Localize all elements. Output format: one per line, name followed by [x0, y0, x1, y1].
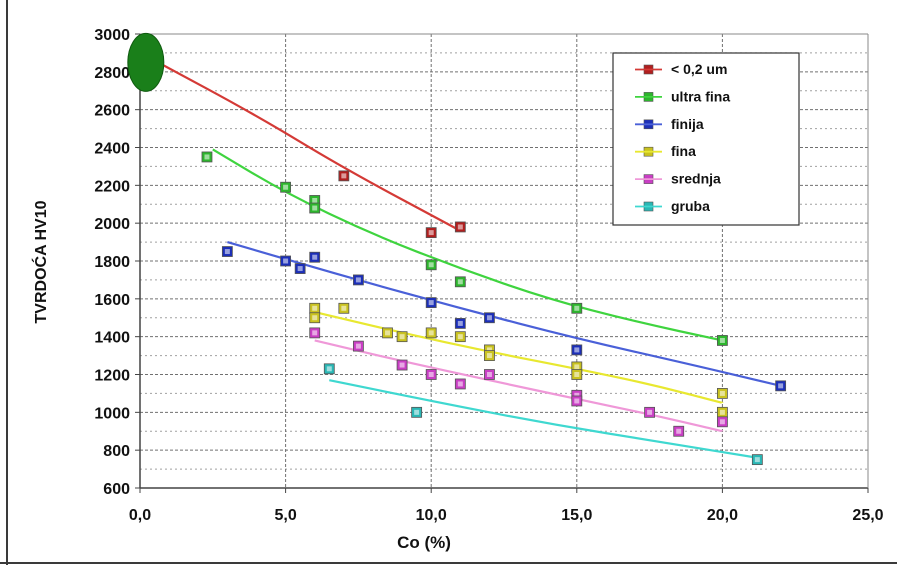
y-tick-label: 1000	[94, 405, 130, 422]
data-point-highlight	[486, 353, 492, 359]
y-tick-label: 800	[103, 443, 130, 460]
axes-layer: 600 800 1000 1200 1400 1600 1800 2000 2200 2400 26…	[94, 27, 883, 524]
y-tick-label: 600	[103, 481, 130, 498]
data-point-highlight	[574, 392, 580, 398]
data-point-highlight	[574, 372, 580, 377]
trendline	[212, 148, 723, 342]
data-point-highlight	[428, 372, 434, 377]
data-point-highlight	[428, 300, 434, 306]
data-point-highlight	[428, 262, 434, 268]
legend-label: < 0,2 um	[671, 61, 727, 77]
data-point-highlight	[647, 409, 653, 415]
data-point-highlight	[754, 457, 760, 463]
data-point-highlight	[574, 398, 580, 404]
data-point-highlight	[341, 305, 347, 311]
trendline	[154, 59, 461, 232]
x-tick-label: 10,0	[416, 507, 447, 524]
y-tick-label: 2400	[94, 141, 130, 158]
data-point-highlight	[457, 381, 463, 387]
data-point-highlight	[574, 305, 580, 311]
legend-box	[612, 52, 800, 226]
data-point-highlight	[428, 330, 434, 336]
highlight-layer	[127, 32, 165, 92]
data-point-highlight	[428, 230, 434, 236]
data-point-highlight	[574, 347, 580, 353]
y-tick-label: 2200	[94, 178, 130, 195]
y-tick-label: 3000	[94, 27, 130, 44]
y-tick-label: 1600	[94, 292, 130, 309]
data-point-highlight	[312, 254, 318, 260]
data-point-highlight	[414, 409, 420, 415]
frame-left-edge	[6, 0, 8, 565]
data-point-highlight	[719, 390, 725, 396]
data-point-highlight	[399, 334, 405, 340]
data-point-highlight	[326, 366, 332, 372]
data-point-highlight	[457, 334, 463, 340]
data-point-highlight	[224, 249, 230, 255]
frame-bottom-edge	[0, 562, 897, 564]
data-point-highlight	[312, 305, 318, 311]
legend-label: fina	[671, 143, 696, 159]
data-point-highlight	[341, 173, 347, 179]
data-point-highlight	[574, 364, 580, 370]
y-tick-label: 1200	[94, 368, 130, 385]
x-tick-label: 0,0	[129, 507, 151, 524]
data-point-highlight	[719, 419, 725, 425]
data-point-highlight	[778, 383, 784, 389]
y-tick-label: 2600	[94, 103, 130, 120]
data-point-highlight	[355, 343, 361, 349]
data-point-highlight	[204, 154, 210, 160]
data-point-highlight	[486, 372, 492, 377]
data-point-highlight	[719, 337, 725, 343]
data-point-highlight	[283, 258, 289, 264]
legend-label: ultra fina	[671, 88, 730, 104]
y-tick-label: 1800	[94, 254, 130, 271]
data-point-highlight	[312, 197, 318, 203]
y-axis-label: TVRDOĆA HV10	[31, 200, 50, 323]
x-tick-label: 5,0	[274, 507, 296, 524]
points-layer	[201, 151, 787, 466]
x-axis-label: Co (%)	[397, 533, 451, 552]
y-tick-label: 1400	[94, 330, 130, 347]
data-point-highlight	[457, 279, 463, 285]
legend-label: srednja	[671, 171, 721, 187]
trendline	[227, 241, 781, 387]
legend: < 0,2 um ultra fina finija fina srednja gruba	[612, 52, 800, 226]
x-tick-label: 15,0	[561, 507, 592, 524]
data-point-highlight	[312, 330, 318, 336]
highlight-ellipse	[127, 32, 165, 92]
data-point-highlight	[297, 266, 303, 272]
data-point-highlight	[355, 277, 361, 283]
data-point-highlight	[719, 409, 725, 415]
data-point-highlight	[457, 224, 463, 230]
y-tick-label: 2000	[94, 216, 130, 233]
data-point-highlight	[312, 205, 318, 211]
data-point-highlight	[676, 428, 682, 434]
data-point-highlight	[486, 347, 492, 353]
trendline	[314, 311, 723, 404]
data-point-highlight	[312, 315, 318, 321]
legend-label: finija	[671, 116, 704, 132]
data-point-highlight	[457, 320, 463, 326]
data-point-highlight	[283, 184, 289, 190]
x-tick-label: 20,0	[707, 507, 738, 524]
data-point-highlight	[399, 362, 405, 368]
x-tick-label: 25,0	[852, 507, 883, 524]
data-point-highlight	[486, 315, 492, 321]
y-tick-label: 2800	[94, 65, 130, 82]
trendline	[329, 379, 758, 459]
legend-label: gruba	[671, 198, 710, 214]
data-point-highlight	[385, 330, 391, 336]
